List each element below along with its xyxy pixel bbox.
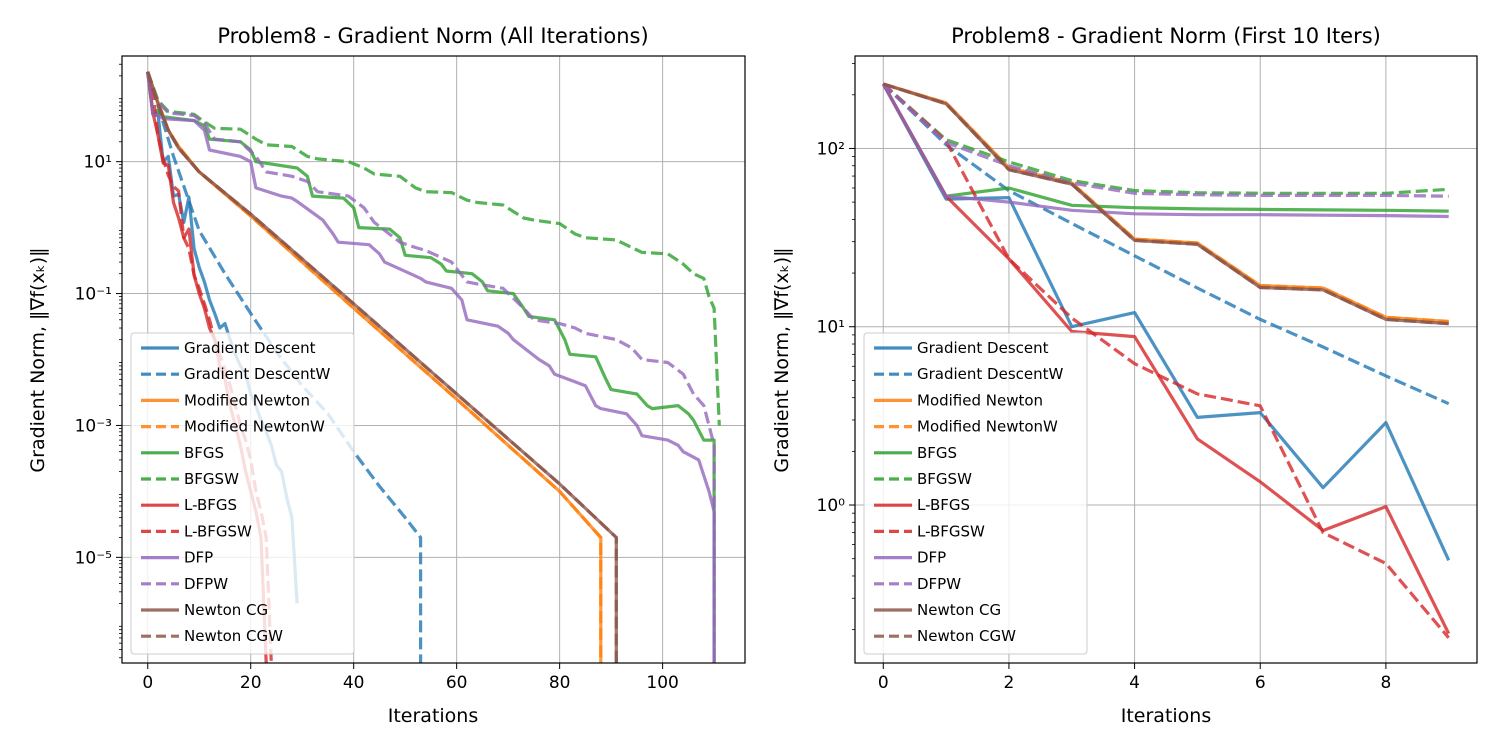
left-series-line-9 xyxy=(146,71,716,663)
left-chart-panel: Problem8 - Gradient Norm (All Iterations… xyxy=(27,24,746,727)
left-legend-label: Gradient Descent xyxy=(184,339,316,357)
left-chart-xlabel: Iterations xyxy=(388,705,479,727)
right-xtick-label: 0 xyxy=(878,673,889,693)
right-series-line-9 xyxy=(882,82,1449,198)
right-series-line-11 xyxy=(882,82,1449,326)
left-xtick-label: 20 xyxy=(240,673,262,693)
right-chart-xlabel: Iterations xyxy=(1121,705,1212,727)
right-xtick-label: 4 xyxy=(1129,673,1140,693)
right-chart-panel: Problem8 - Gradient Norm (First 10 Iters… xyxy=(771,24,1478,727)
right-legend-label: DFP xyxy=(917,549,946,567)
left-series-line-1 xyxy=(146,71,423,663)
left-ytick-label: 10¹ xyxy=(84,153,112,173)
left-series-line-7 xyxy=(146,71,273,663)
left-axes-frame xyxy=(121,55,746,664)
left-legend-label: DFP xyxy=(184,549,213,567)
right-legend-label: Gradient DescentW xyxy=(917,365,1064,383)
right-legend-label: L-BFGS xyxy=(917,496,970,514)
left-xtick-label: 40 xyxy=(343,673,365,693)
right-legend-label: BFGSW xyxy=(917,470,972,488)
right-legend-label: Gradient Descent xyxy=(917,339,1049,357)
right-chart-ylabel: Gradient Norm, ‖∇f(xₖ)‖ xyxy=(771,247,793,472)
right-axes-frame xyxy=(854,55,1478,664)
right-legend-label: DFPW xyxy=(917,575,961,593)
left-ytick-label: 10⁻³ xyxy=(75,416,112,436)
right-xtick-label: 6 xyxy=(1255,673,1266,693)
left-legend-label: Modified Newton xyxy=(184,391,310,409)
right-legend-label: L-BFGSW xyxy=(917,522,985,540)
left-legend-label: BFGS xyxy=(184,444,224,462)
right-ytick-label: 10⁰ xyxy=(817,496,846,516)
right-chart-title: Problem8 - Gradient Norm (First 10 Iters… xyxy=(951,24,1381,48)
left-xtick-label: 0 xyxy=(142,673,153,693)
left-xtick-label: 60 xyxy=(446,673,468,693)
left-legend-box xyxy=(130,332,355,655)
left-xtick-label: 100 xyxy=(646,673,678,693)
left-legend-label: L-BFGS xyxy=(184,496,237,514)
left-series-line-11 xyxy=(146,71,618,663)
right-series-line-8 xyxy=(881,83,1449,219)
right-plot-area xyxy=(881,82,1451,639)
right-legend-label: Modified Newton xyxy=(917,391,1043,409)
right-legend-label: Modified NewtonW xyxy=(917,418,1058,436)
left-legend-label: Modified NewtonW xyxy=(184,418,325,436)
right-legend: Gradient Descent Gradient DescentW Modifie… xyxy=(863,332,1088,655)
left-ytick-label: 10⁻⁵ xyxy=(75,548,112,568)
right-legend-label: BFGS xyxy=(917,444,957,462)
left-legend-label: L-BFGSW xyxy=(184,522,252,540)
right-series-line-6 xyxy=(881,83,1451,635)
left-chart-ylabel: Gradient Norm, ‖∇f(xₖ)‖ xyxy=(27,247,49,472)
left-xtick-label: 80 xyxy=(549,673,571,693)
right-legend-label: Newton CG xyxy=(917,601,1001,619)
left-series-line-5 xyxy=(146,71,721,426)
right-series-line-4 xyxy=(881,83,1449,213)
right-legend-label: Newton CGW xyxy=(917,627,1016,645)
left-legend-label: BFGSW xyxy=(184,470,239,488)
left-legend-label: Gradient DescentW xyxy=(184,365,331,383)
left-legend-label: DFPW xyxy=(184,575,228,593)
right-xtick-label: 8 xyxy=(1380,673,1391,693)
left-legend-label: Newton CGW xyxy=(184,627,283,645)
right-ytick-label: 10¹ xyxy=(817,318,845,338)
right-xtick-label: 2 xyxy=(1004,673,1015,693)
left-ytick-label: 10⁻¹ xyxy=(75,285,112,305)
left-legend: Gradient Descent Gradient DescentW Modifie… xyxy=(130,332,355,655)
right-ytick-label: 10² xyxy=(817,139,845,159)
right-series-line-7 xyxy=(882,82,1450,639)
right-series-line-5 xyxy=(882,82,1449,195)
left-chart-title: Problem8 - Gradient Norm (All Iterations… xyxy=(217,24,648,48)
left-series-line-8 xyxy=(146,71,716,663)
right-legend-box xyxy=(863,332,1088,655)
left-legend-label: Newton CG xyxy=(184,601,268,619)
right-series-line-1 xyxy=(882,82,1450,406)
